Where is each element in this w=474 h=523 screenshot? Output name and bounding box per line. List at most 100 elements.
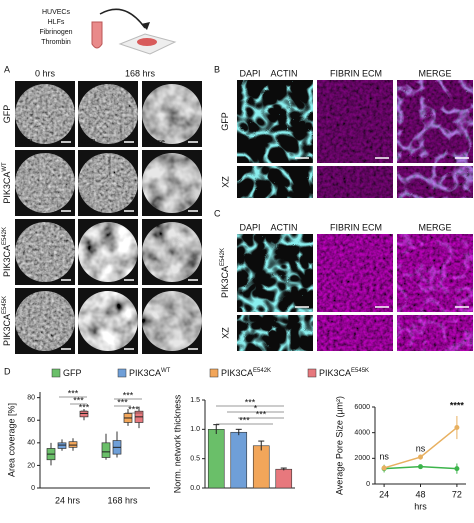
- legend-swatch: [307, 368, 317, 378]
- y-axis-label: Norm. network thickness: [172, 394, 182, 493]
- y-tick-label: 0: [31, 485, 35, 492]
- row-label-sup: E542K: [220, 248, 226, 266]
- y-tick-label: 60: [27, 417, 35, 424]
- sig-label: ***: [79, 402, 90, 412]
- image: [317, 80, 393, 163]
- image: [142, 84, 202, 144]
- row-label: PIK3CAE542K: [220, 248, 231, 298]
- legend-label-sup: WT: [161, 368, 171, 374]
- y-tick-label: 20: [27, 462, 35, 469]
- image: [237, 234, 313, 312]
- legend-label-base: GFP: [63, 368, 82, 378]
- image: [142, 153, 202, 213]
- channel-header: ACTIN: [271, 222, 298, 232]
- legend-label: PIK3CAWT: [129, 368, 171, 379]
- legend-swatch: [51, 368, 61, 378]
- box: [101, 442, 111, 458]
- sig-label: ***: [123, 390, 134, 400]
- channel-header: FIBRIN ECM: [330, 68, 382, 78]
- point: [454, 425, 460, 431]
- row-label: PIK3CAE542K: [2, 227, 13, 277]
- row-label-base: PIK3CA: [2, 245, 12, 277]
- sig-label: ***: [128, 404, 139, 414]
- legend-label: GFP: [63, 368, 82, 378]
- image: [78, 222, 138, 282]
- schematic-item: Thrombin: [41, 39, 71, 46]
- row-label-base: GFP: [2, 105, 12, 124]
- column-header: 0 hrs: [35, 68, 56, 78]
- sig-label: ***: [117, 397, 128, 407]
- channel-header: MERGE: [418, 222, 451, 232]
- image: [397, 80, 473, 163]
- row-label-sup: E545K: [2, 296, 8, 314]
- bar: [207, 429, 225, 489]
- image: [397, 166, 473, 198]
- gel-icon: [137, 38, 157, 46]
- image-label: Phase: [145, 139, 165, 146]
- x-tick-label: 48: [415, 489, 425, 499]
- row-label: GFP: [220, 112, 230, 131]
- y-tick-label: 1.0: [190, 426, 200, 433]
- image: [15, 84, 75, 144]
- point: [418, 454, 423, 460]
- image-label: GFP: [18, 139, 33, 146]
- image: [15, 291, 75, 351]
- legend-label: PIK3CAE545K: [319, 368, 369, 379]
- row-label-base: PIK3CA: [220, 266, 230, 298]
- image-label: GFP: [81, 139, 96, 146]
- image: [317, 234, 393, 312]
- image: [397, 234, 473, 312]
- panel-label: D: [4, 366, 11, 376]
- y-tick-label: 6000: [354, 404, 370, 411]
- legend-label-sup: E542K: [253, 368, 271, 374]
- x-tick-label: 24 hrs: [55, 495, 81, 505]
- image: [237, 166, 313, 198]
- channel-header: DAPI: [239, 68, 260, 78]
- arrow-head: [141, 22, 150, 30]
- legend-label-base: PIK3CA: [319, 368, 351, 378]
- row-label: GFP: [2, 105, 12, 124]
- bar: [252, 445, 270, 489]
- legend-label-base: PIK3CA: [129, 368, 161, 378]
- row-label-base: GFP: [220, 112, 230, 131]
- row-label-base: PIK3CA: [2, 314, 12, 346]
- image: [78, 84, 138, 144]
- sig-label: ****: [450, 400, 465, 410]
- y-tick-label: 4000: [354, 430, 370, 437]
- row-label: PIK3CAE545K: [2, 296, 13, 346]
- y-tick-label: 2000: [354, 455, 370, 462]
- channel-header: ACTIN: [271, 68, 298, 78]
- image: [237, 80, 313, 163]
- image: [397, 315, 473, 351]
- row-label-sup: WT: [2, 162, 8, 172]
- channel-header: DAPI: [239, 222, 260, 232]
- y-tick-label: 0: [366, 481, 370, 488]
- sig-label: ***: [68, 388, 79, 398]
- x-tick-label: 168 hrs: [107, 495, 138, 505]
- box: [57, 442, 67, 449]
- point: [418, 464, 423, 470]
- schematic-item: HLFs: [48, 19, 65, 26]
- sig-label: ***: [245, 397, 256, 407]
- box: [68, 441, 78, 448]
- row-label-base: PIK3CA: [2, 172, 12, 204]
- y-axis-label: Area coverage [%]: [6, 403, 16, 477]
- channel-header: MERGE: [418, 68, 451, 78]
- sig-label: ***: [73, 395, 84, 405]
- x-tick-label: 72: [452, 489, 462, 499]
- image: [237, 315, 313, 351]
- panel-label: B: [214, 64, 220, 74]
- sig-label: ns: [379, 451, 389, 461]
- x-tick-label: 24: [379, 489, 389, 499]
- image: [317, 166, 393, 198]
- xz-label: XZ: [220, 176, 230, 188]
- y-tick-label: 40: [27, 440, 35, 447]
- row-label-sup: E542K: [2, 227, 8, 245]
- x-axis-label: hrs: [414, 501, 427, 511]
- point: [381, 465, 387, 471]
- arrow: [99, 8, 146, 29]
- image: [142, 291, 202, 351]
- bar: [275, 468, 293, 489]
- legend-label-base: PIK3CA: [221, 368, 253, 378]
- sig-label: ***: [256, 409, 267, 419]
